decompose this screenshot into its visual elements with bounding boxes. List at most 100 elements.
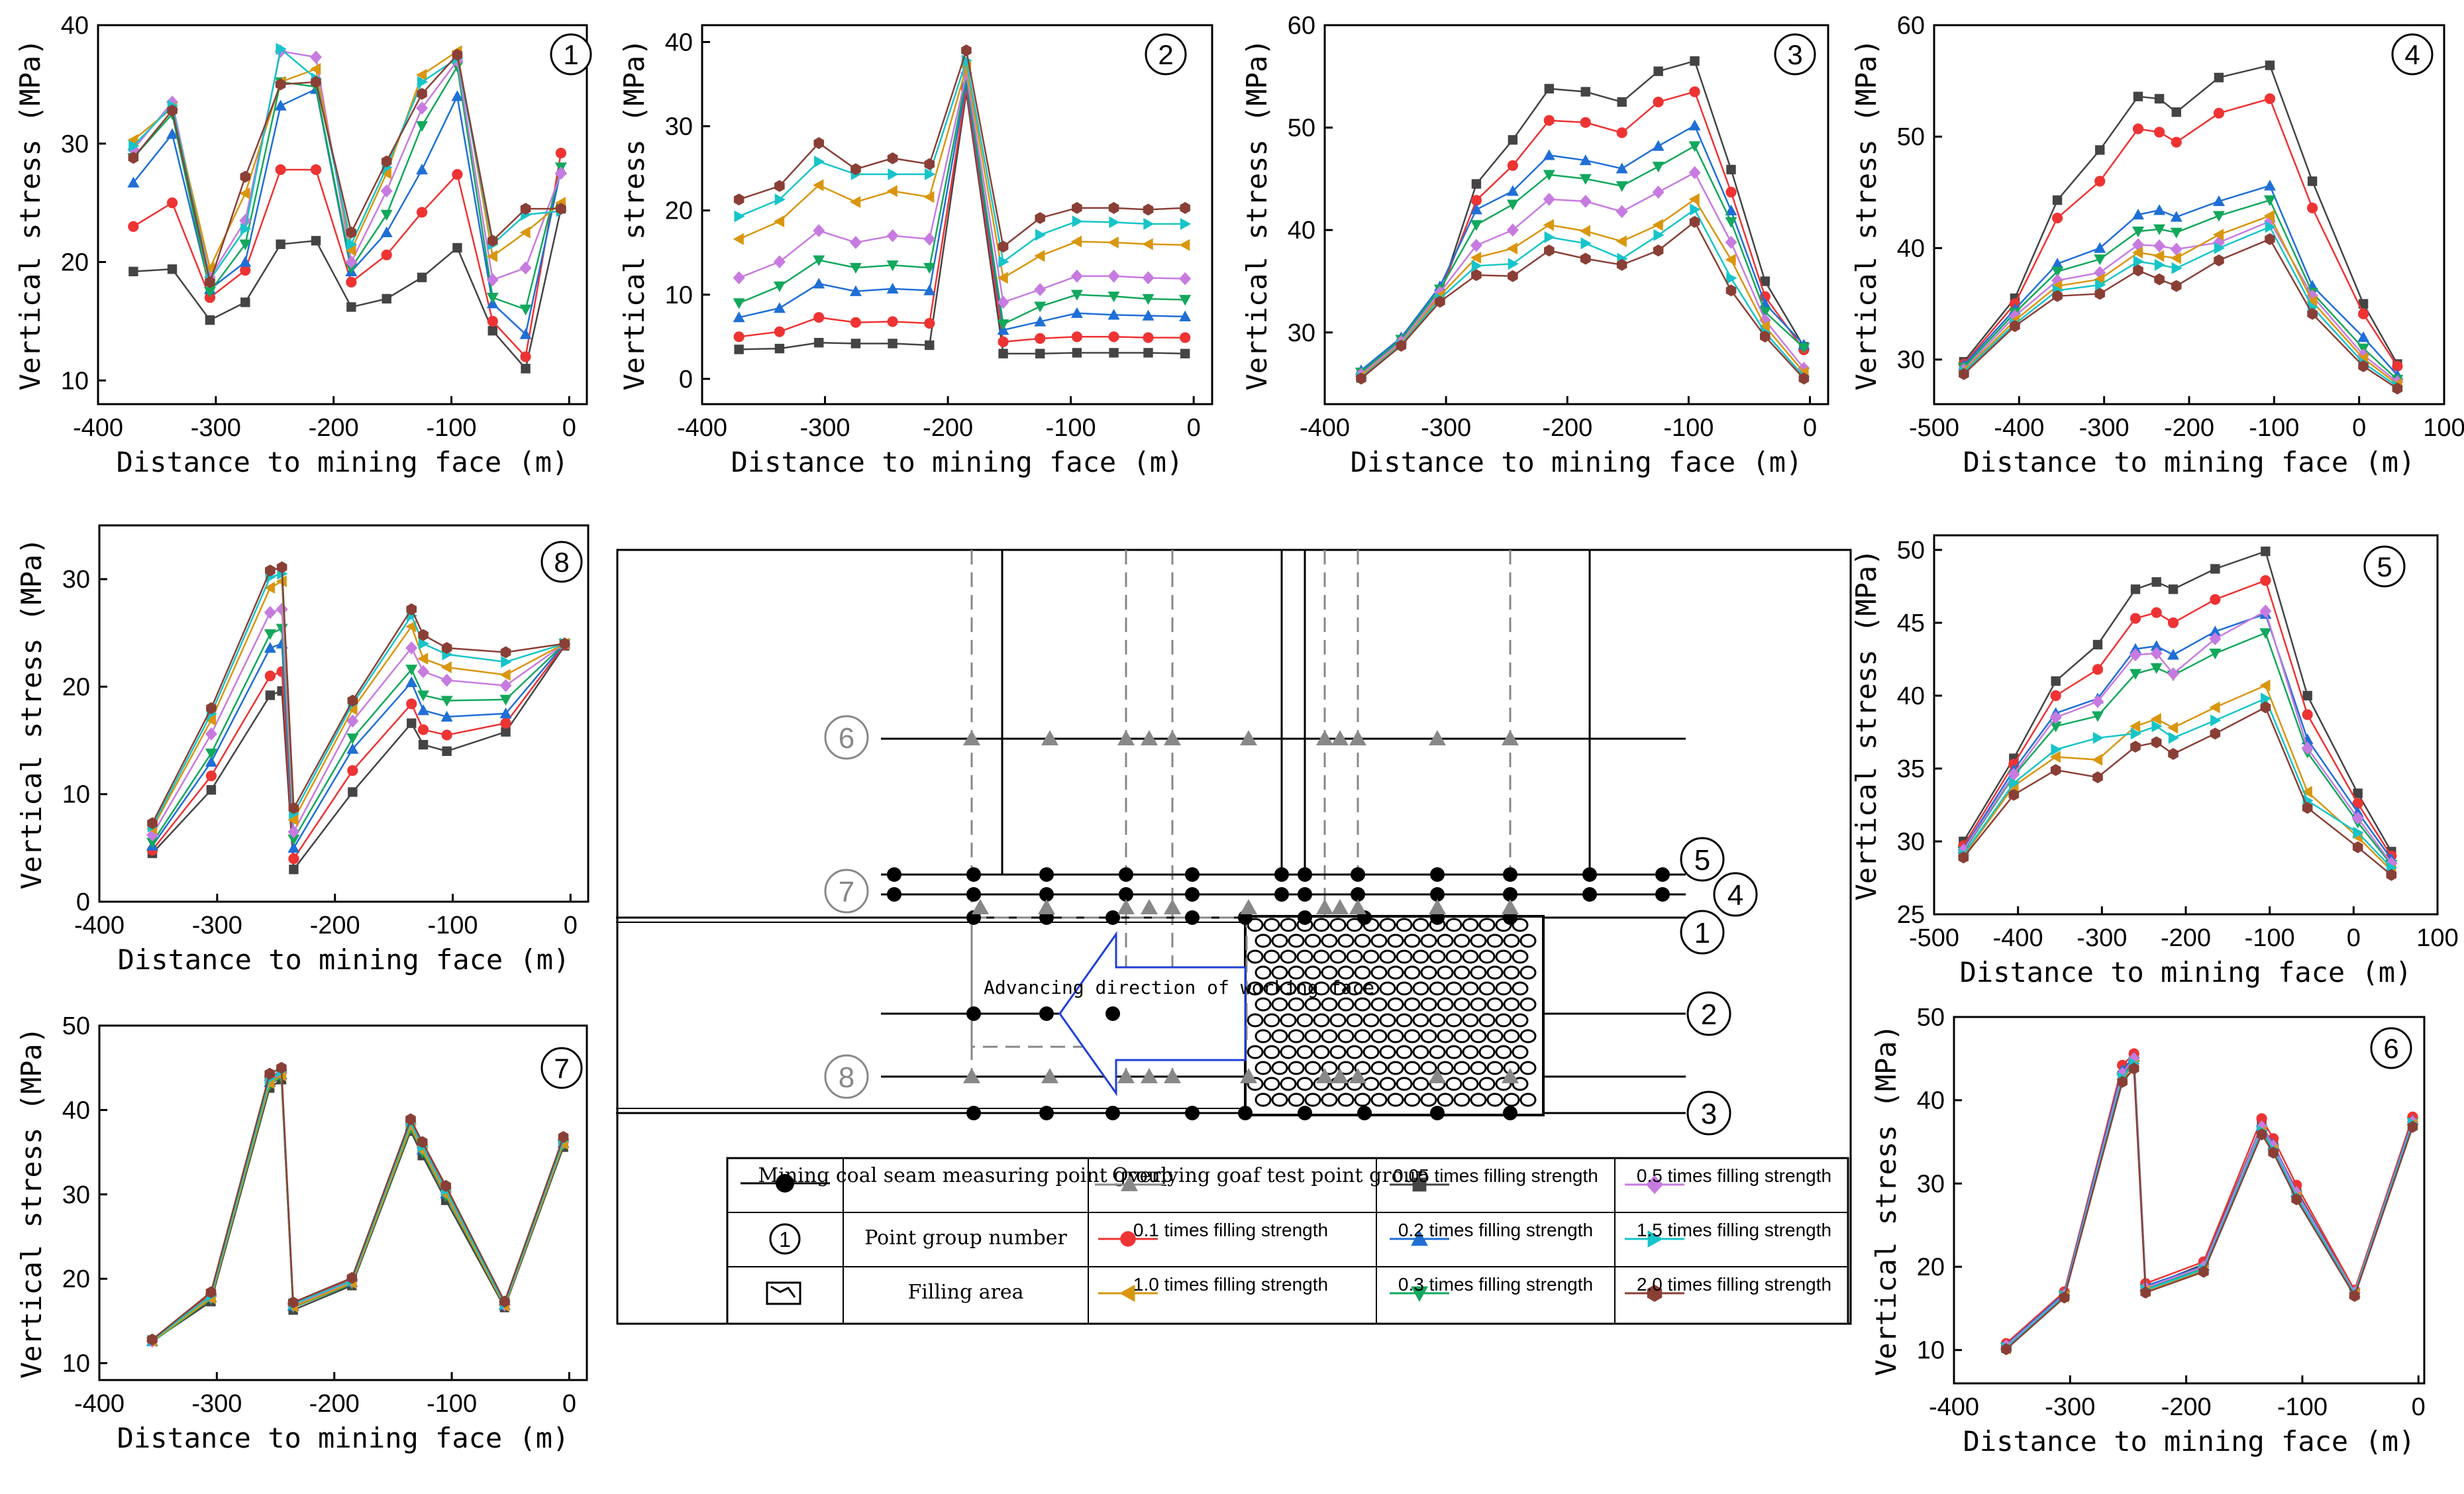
series-marker	[2051, 743, 2062, 756]
series-marker	[2352, 841, 2363, 853]
series-marker	[2198, 1265, 2209, 1278]
series-marker	[1544, 231, 1555, 244]
series-marker	[417, 690, 430, 702]
series-marker	[733, 193, 744, 206]
goaf-test-point	[1041, 730, 1058, 745]
series-marker	[1508, 258, 1519, 270]
series-marker	[886, 185, 898, 197]
series-marker	[205, 1286, 217, 1299]
series-marker	[1143, 203, 1154, 216]
y-tick-label: 20	[665, 197, 693, 225]
pebble	[1470, 934, 1487, 948]
y-tick-label: 20	[61, 249, 89, 277]
series-marker	[1726, 272, 1737, 284]
series-marker	[2094, 242, 2106, 253]
series-line	[2006, 1057, 2414, 1348]
x-tick-label: 0	[562, 1390, 576, 1418]
series-marker	[417, 653, 429, 665]
series-marker	[128, 140, 140, 152]
x-tick-label: 100	[2416, 924, 2458, 952]
series-marker	[1471, 260, 1482, 272]
series-marker	[924, 317, 935, 329]
series-marker	[1470, 220, 1482, 231]
pebble	[1362, 1045, 1380, 1059]
series-line	[1963, 215, 2398, 385]
series-marker	[2050, 690, 2061, 702]
pebble	[1379, 1077, 1396, 1091]
pebble	[1370, 934, 1388, 948]
pebble	[1370, 965, 1388, 980]
goaf-test-point	[1141, 1068, 1158, 1083]
pebble	[1329, 1013, 1347, 1028]
filling-area-legend-icon	[766, 1281, 801, 1305]
series-marker	[1580, 237, 1592, 250]
x-tick-label: -200	[309, 1390, 360, 1418]
series-marker	[925, 340, 935, 350]
pebble	[1453, 1093, 1470, 1107]
pebble	[1337, 934, 1355, 948]
pebble	[1420, 997, 1437, 1012]
y-tick-label: 0	[679, 366, 693, 394]
pebble	[1379, 1013, 1396, 1028]
series-marker	[487, 315, 498, 327]
series-marker	[1108, 331, 1119, 343]
series-marker	[1653, 244, 1664, 257]
series-marker	[1142, 309, 1155, 321]
series-marker	[1108, 201, 1119, 214]
panel-number: 7	[554, 1053, 569, 1084]
series-line	[1963, 184, 2398, 376]
pebble	[1445, 1045, 1463, 1059]
pebble	[1420, 1029, 1437, 1043]
series-marker	[417, 704, 430, 716]
series-marker	[287, 1296, 299, 1308]
series-marker	[2167, 721, 2179, 734]
pebble	[1420, 965, 1437, 980]
series-marker	[147, 1333, 158, 1346]
series-marker	[1543, 149, 1555, 160]
series-line	[1360, 90, 1805, 376]
y-axis-label: Vertical stress (MPa)	[1850, 38, 1882, 390]
y-axis-label: Vertical stress (MPa)	[15, 537, 48, 889]
plot-frame	[98, 524, 590, 903]
series-marker	[205, 714, 217, 726]
series-marker	[2386, 869, 2397, 881]
pebble	[1478, 981, 1496, 996]
legend-series-label: 2.0 times filling strength	[1637, 1274, 1831, 1295]
series-marker	[239, 214, 252, 227]
series-marker	[1471, 179, 1482, 189]
pebble	[1288, 1093, 1305, 1107]
coal-seam-point	[1430, 887, 1445, 902]
x-tick-label: -100	[427, 912, 478, 939]
series-marker	[2214, 254, 2224, 266]
series-marker	[2171, 280, 2182, 292]
series-marker	[2167, 667, 2179, 680]
series-marker	[2170, 242, 2182, 256]
series-marker	[2263, 180, 2276, 191]
series-marker	[1580, 252, 1591, 265]
series-marker	[850, 317, 862, 328]
coal-seam-point	[1185, 887, 1200, 902]
series-marker	[276, 575, 287, 588]
pebble	[1354, 1093, 1371, 1107]
series-marker	[1180, 201, 1190, 214]
pebble	[1445, 949, 1463, 964]
series-marker	[205, 276, 215, 288]
series-marker	[1798, 343, 1810, 354]
series-marker	[381, 249, 392, 260]
series-marker	[347, 694, 358, 707]
x-axis-label: Distance to mining face (m)	[1960, 956, 2412, 988]
series-marker	[417, 724, 429, 735]
series-marker	[1070, 269, 1083, 283]
series-marker	[2132, 209, 2144, 220]
series-marker	[2059, 1291, 2070, 1304]
coal-seam-point	[1582, 887, 1597, 902]
pebble	[1470, 1029, 1487, 1043]
series-marker	[1725, 186, 1737, 198]
coal-seam-legend-icon	[776, 1174, 794, 1193]
pebble	[1437, 1061, 1454, 1075]
series-marker	[499, 678, 512, 692]
goaf-test-point	[1502, 730, 1519, 745]
series-marker	[1070, 307, 1083, 318]
coal-seam-point	[1274, 887, 1289, 902]
series-marker	[2151, 607, 2162, 618]
